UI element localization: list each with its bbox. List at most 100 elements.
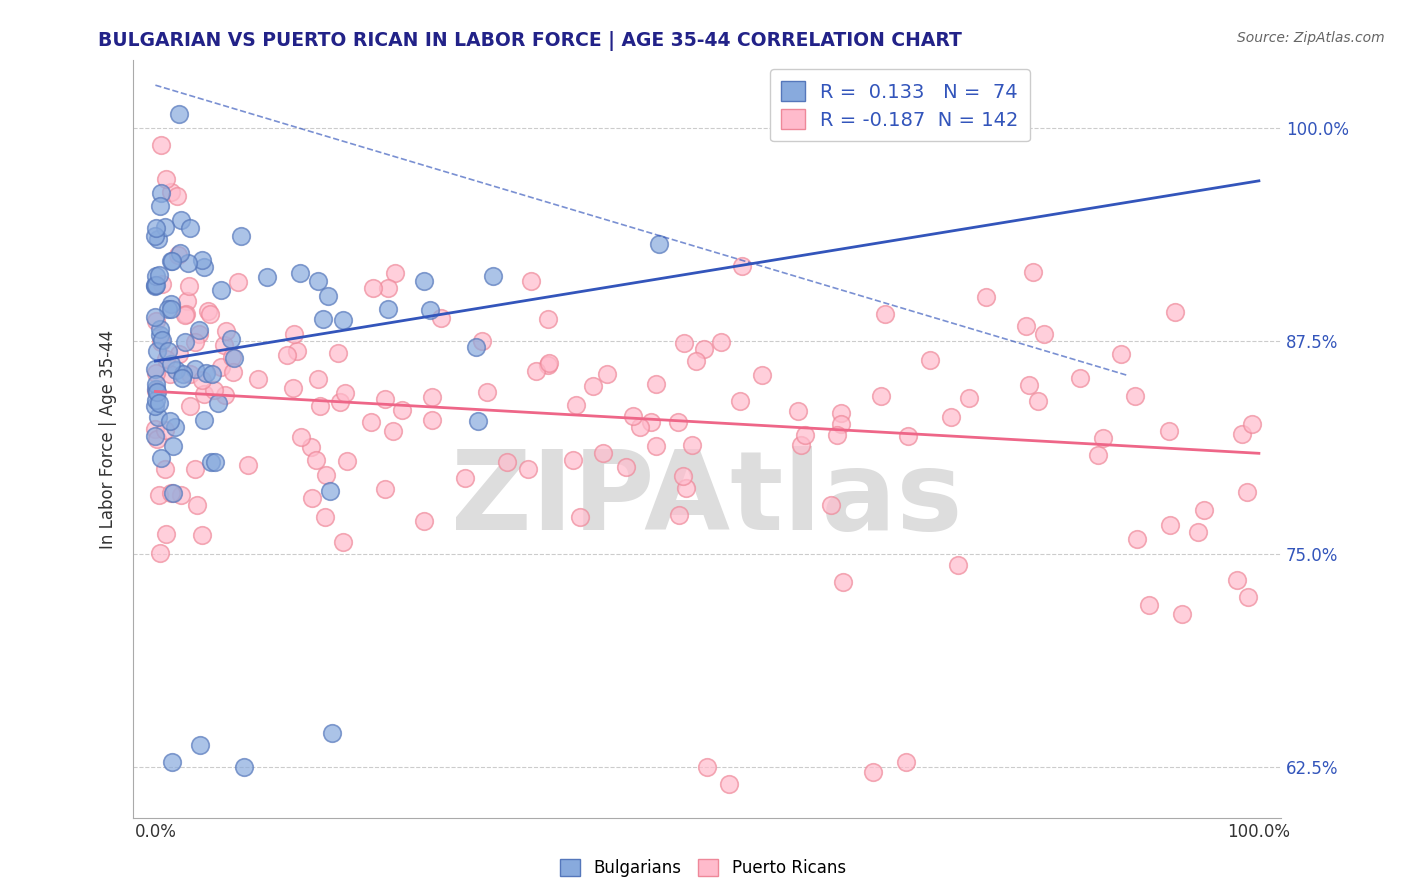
Point <box>153 219 176 234</box>
Point <box>153 462 176 476</box>
Point <box>232 760 254 774</box>
Point <box>467 414 489 428</box>
Point <box>285 344 308 359</box>
Point <box>675 481 697 495</box>
Point <box>152 277 174 291</box>
Point <box>482 268 505 283</box>
Point <box>179 367 201 381</box>
Point <box>169 213 191 227</box>
Point <box>145 362 167 376</box>
Point <box>621 409 644 424</box>
Point <box>316 289 339 303</box>
Point <box>221 351 243 365</box>
Point <box>696 760 718 774</box>
Point <box>1159 517 1181 532</box>
Point <box>173 335 195 350</box>
Point <box>668 508 690 523</box>
Point <box>1091 430 1114 444</box>
Point <box>862 765 884 780</box>
Point <box>146 432 169 446</box>
Point <box>197 304 219 318</box>
Point <box>145 314 167 328</box>
Point <box>281 381 304 395</box>
Point <box>290 266 312 280</box>
Point <box>193 413 215 427</box>
Point <box>1192 503 1215 517</box>
Point <box>145 220 167 235</box>
Point <box>384 266 406 280</box>
Point <box>418 302 440 317</box>
Point <box>685 353 707 368</box>
Point <box>148 395 170 409</box>
Point <box>475 384 498 399</box>
Point <box>200 455 222 469</box>
Point <box>894 755 917 769</box>
Point <box>645 377 668 392</box>
Legend: R =  0.133   N =  74, R = -0.187  N = 142: R = 0.133 N = 74, R = -0.187 N = 142 <box>769 70 1031 142</box>
Point <box>165 363 187 377</box>
Point <box>166 189 188 203</box>
Point <box>228 275 250 289</box>
Point <box>160 755 183 769</box>
Point <box>156 301 179 316</box>
Point <box>377 281 399 295</box>
Point <box>190 253 212 268</box>
Point <box>1241 417 1264 432</box>
Point <box>145 278 167 293</box>
Point <box>179 220 201 235</box>
Point <box>582 378 605 392</box>
Text: Source: ZipAtlas.com: Source: ZipAtlas.com <box>1237 31 1385 45</box>
Point <box>672 469 695 483</box>
Point <box>647 236 669 251</box>
Point <box>1237 590 1260 604</box>
Point <box>149 327 172 342</box>
Point <box>710 334 733 349</box>
Point <box>167 247 190 261</box>
Point <box>537 356 560 370</box>
Point <box>156 343 179 358</box>
Point <box>212 337 235 351</box>
Point <box>789 437 811 451</box>
Point <box>159 486 181 500</box>
Point <box>204 383 226 397</box>
Point <box>614 460 637 475</box>
Point <box>564 398 586 412</box>
Point <box>718 777 741 791</box>
Point <box>666 415 689 429</box>
Point <box>412 514 434 528</box>
Point <box>201 367 224 381</box>
Point <box>897 429 920 443</box>
Legend: Bulgarians, Puerto Ricans: Bulgarians, Puerto Ricans <box>554 852 852 884</box>
Point <box>592 446 614 460</box>
Point <box>640 416 662 430</box>
Point <box>673 336 696 351</box>
Point <box>150 186 173 201</box>
Point <box>731 260 754 274</box>
Point <box>148 268 170 282</box>
Point <box>145 399 167 413</box>
Point <box>1015 318 1038 333</box>
Point <box>177 256 200 270</box>
Point <box>873 307 896 321</box>
Point <box>204 455 226 469</box>
Point <box>1087 448 1109 462</box>
Point <box>319 484 342 499</box>
Point <box>167 107 190 121</box>
Point <box>187 323 209 337</box>
Point <box>160 296 183 310</box>
Point <box>1028 394 1050 409</box>
Point <box>236 458 259 472</box>
Point <box>209 283 232 297</box>
Point <box>628 420 651 434</box>
Point <box>276 348 298 362</box>
Point <box>382 424 405 438</box>
Point <box>188 738 211 752</box>
Point <box>787 404 810 418</box>
Y-axis label: In Labor Force | Age 35-44: In Labor Force | Age 35-44 <box>100 329 117 549</box>
Text: ZIPAtlas: ZIPAtlas <box>451 446 963 553</box>
Point <box>186 498 208 512</box>
Point <box>184 334 207 349</box>
Text: BULGARIAN VS PUERTO RICAN IN LABOR FORCE | AGE 35-44 CORRELATION CHART: BULGARIAN VS PUERTO RICAN IN LABOR FORCE… <box>98 31 962 51</box>
Point <box>361 280 384 294</box>
Point <box>290 430 312 444</box>
